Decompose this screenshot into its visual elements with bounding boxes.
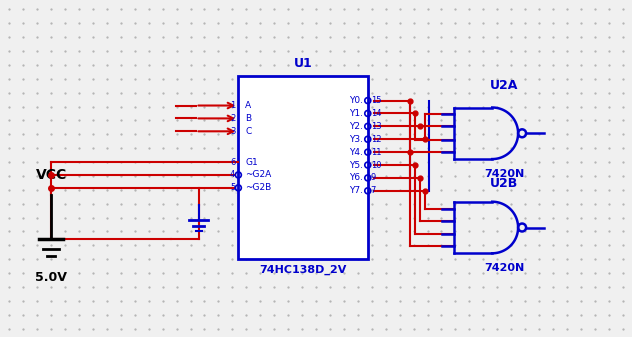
Text: 7: 7 [371,186,376,195]
Text: 7420N: 7420N [484,263,525,273]
Text: Y5.: Y5. [349,160,363,170]
Text: Y0.: Y0. [349,96,363,105]
Text: Y7.: Y7. [349,186,363,195]
Text: 6: 6 [230,158,235,166]
Text: 7420N: 7420N [484,169,525,179]
Text: VCC: VCC [36,168,68,182]
Text: A: A [245,101,252,110]
Text: 15: 15 [371,96,381,105]
Text: U2B: U2B [490,177,518,190]
Text: U1: U1 [294,57,312,70]
Text: 11: 11 [371,148,381,157]
Text: 74HC138D_2V: 74HC138D_2V [259,265,347,275]
Text: 1: 1 [230,101,235,110]
Text: 9: 9 [371,174,376,182]
Text: 10: 10 [371,160,381,170]
Text: G1: G1 [245,158,258,166]
Text: 13: 13 [371,122,381,131]
Text: B: B [245,114,252,123]
Text: 3: 3 [230,127,235,136]
Text: ~G2B: ~G2B [245,183,272,192]
Text: 5: 5 [230,183,235,192]
Text: 5.0V: 5.0V [35,271,67,284]
Text: Y1.: Y1. [349,109,363,118]
Text: Y2.: Y2. [349,122,363,131]
Text: 2: 2 [230,114,235,123]
Text: Y4.: Y4. [349,148,363,157]
Text: Y3.: Y3. [349,135,363,144]
Text: 4: 4 [230,171,235,179]
Text: C: C [245,127,252,136]
Text: Y6.: Y6. [349,174,363,182]
Text: ~G2A: ~G2A [245,171,272,179]
Bar [238,76,368,259]
Text: 12: 12 [371,135,381,144]
Text: 14: 14 [371,109,381,118]
Text: http://blog.csdn.net/ecobestime: http://blog.csdn.net/ecobestime [234,187,356,196]
Text: U2A: U2A [490,79,518,92]
